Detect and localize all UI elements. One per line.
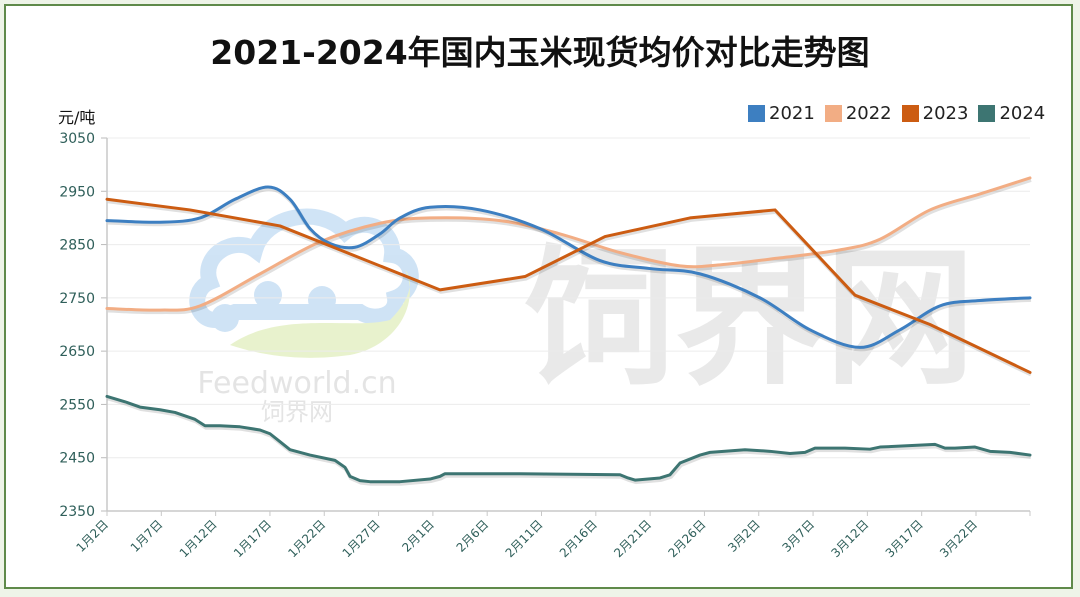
x-tick-label: 3月12日: [828, 517, 871, 560]
y-axis: 2350 2450 2550 2650 2750 2850 2950 3050: [59, 131, 108, 520]
chart-legend: 2021 2022 2023 2024: [748, 103, 1045, 124]
watermark-small-cn-text: 饲界网: [261, 398, 333, 426]
x-tick-label: 2月16日: [557, 517, 600, 560]
legend-swatch-2023: [901, 105, 919, 122]
y-tick-label: 2350: [59, 504, 95, 520]
x-tick-label: 1月2日: [73, 517, 111, 555]
x-tick-label: 3月2日: [725, 517, 763, 555]
legend-label-2021: 2021: [769, 103, 815, 124]
series-line-2024[interactable]: [105, 394, 1032, 484]
y-tick-label: 2550: [59, 397, 95, 413]
legend-item-2021[interactable]: 2021: [748, 103, 815, 124]
x-tick-label: 1月7日: [128, 517, 166, 555]
legend-label-2024: 2024: [999, 103, 1046, 124]
y-axis-unit-label: 元/吨: [58, 108, 96, 127]
series-line-2023[interactable]: [105, 197, 1032, 374]
series-line-2022[interactable]: [105, 176, 1032, 312]
x-axis: 1月2日 1月7日 1月12日 1月17日 1月22日 1月27日 2月1日 2月6日 2月11…: [73, 510, 1031, 560]
x-tick-label: 2月6日: [454, 517, 492, 555]
legend-swatch-2024: [978, 105, 996, 122]
y-tick-label: 2650: [59, 344, 95, 360]
x-tick-label: 1月17日: [231, 517, 274, 560]
chart-title: 2021-2024年国内玉米现货均价对比走势图: [210, 33, 870, 72]
x-tick-label: 3月7日: [780, 517, 818, 555]
legend-label-2022: 2022: [845, 103, 892, 124]
chart-series: [105, 176, 1032, 486]
series-shadow: [107, 187, 1032, 352]
legend-item-2023[interactable]: 2023: [901, 103, 969, 124]
legend-swatch-2022: [824, 105, 842, 122]
x-tick-label: 1月22日: [285, 517, 328, 560]
series-shadow: [107, 178, 1032, 315]
series-shadow: [107, 396, 1032, 486]
x-tick-label: 2月26日: [665, 517, 708, 560]
legend-item-2024[interactable]: 2024: [978, 103, 1045, 124]
series-line-2021[interactable]: [105, 185, 1032, 349]
x-tick-label: 2月21日: [611, 517, 654, 560]
x-tick-label: 3月22日: [937, 517, 980, 560]
legend-label-2023: 2023: [922, 103, 969, 124]
chart-frame: [4, 4, 1073, 589]
watermark-latin-text: Feedworld.cn: [197, 366, 396, 401]
legend-swatch-2021: [748, 105, 765, 122]
x-tick-label: 2月1日: [399, 517, 437, 555]
y-tick-label: 2750: [59, 291, 95, 307]
y-tick-label: 2850: [59, 238, 95, 254]
x-tick-label: 1月27日: [340, 517, 383, 560]
legend-item-2022[interactable]: 2022: [824, 103, 892, 124]
y-tick-label: 2950: [59, 184, 95, 200]
y-tick-label: 2450: [59, 451, 95, 467]
x-tick-label: 3月17日: [883, 517, 926, 560]
x-tick-label: 2月11日: [503, 517, 546, 560]
x-tick-label: 1月12日: [177, 517, 220, 560]
y-tick-label: 3050: [59, 131, 95, 147]
